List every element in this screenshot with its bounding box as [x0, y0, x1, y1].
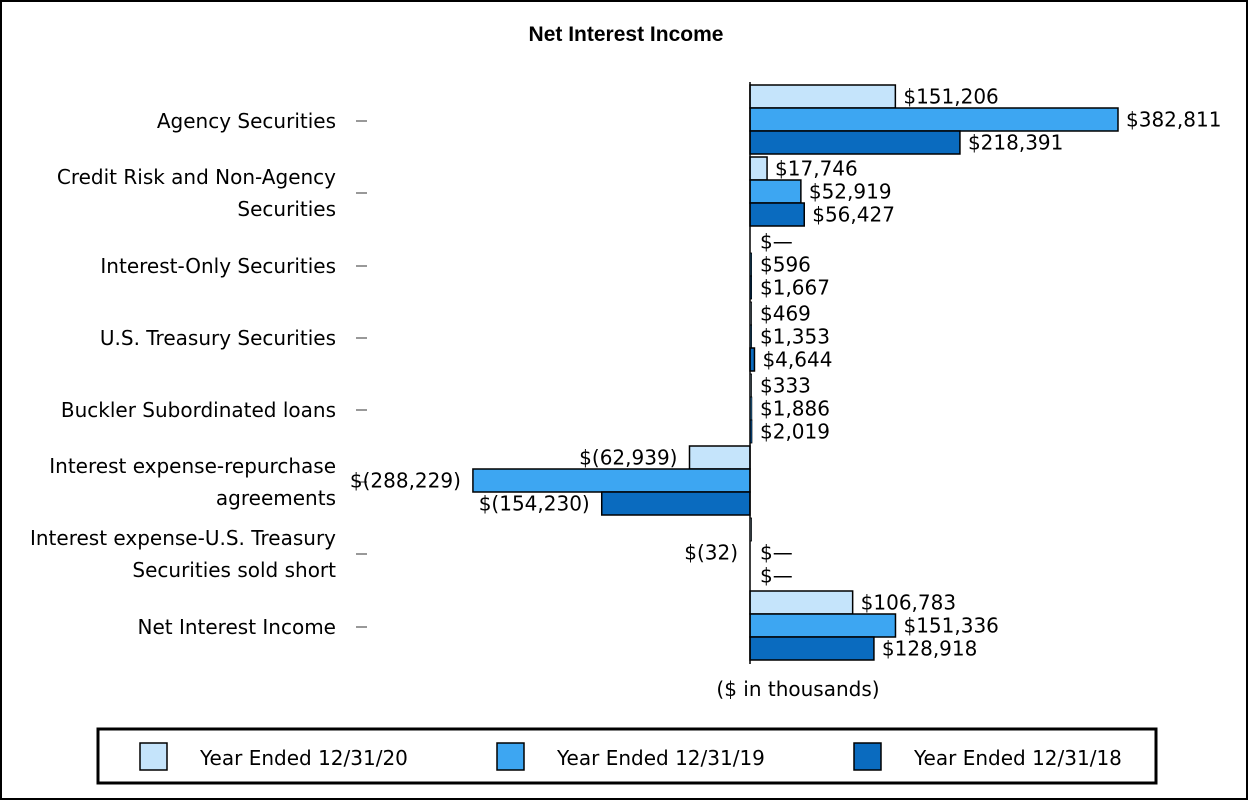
data-label: $52,919 — [809, 180, 892, 204]
data-label: $— — [760, 230, 793, 254]
bar — [749, 84, 897, 109]
legend-swatch — [139, 742, 168, 771]
bar — [749, 202, 805, 227]
bar — [749, 179, 802, 204]
category-label-line: Securities sold short — [132, 558, 336, 582]
bar — [749, 613, 897, 638]
category-label: Net Interest Income — [138, 615, 337, 639]
value-labels: $151,206 $17,746 $— $469 $333 $(62,939) $(32) $… — [350, 85, 1222, 661]
data-label: $— — [760, 564, 793, 588]
data-label: $218,391 — [968, 131, 1063, 155]
data-label: $— — [760, 541, 793, 565]
legend: Year Ended 12/31/20 Year Ended 12/31/19 Ye… — [96, 727, 1158, 785]
bar — [749, 130, 961, 155]
category-label: Interest expense-repurchase agreements — [49, 454, 336, 510]
category-label-line: Net Interest Income — [138, 615, 337, 639]
legend-swatch — [853, 742, 882, 771]
data-label: $596 — [760, 253, 811, 277]
data-label: $4,644 — [762, 348, 832, 372]
data-label: $106,783 — [861, 591, 956, 615]
chart-title: Net Interest Income — [529, 23, 724, 46]
bar — [749, 156, 768, 181]
category-label-line: Agency Securities — [157, 109, 336, 133]
category-label-line: Interest-Only Securities — [100, 254, 336, 278]
bar — [472, 468, 751, 493]
data-label: $382,811 — [1126, 108, 1221, 132]
data-label: $1,886 — [760, 397, 830, 421]
legend-label: Year Ended 12/31/18 — [913, 746, 1122, 770]
category-label-line: Interest expense-repurchase — [49, 454, 336, 478]
data-label: $1,353 — [760, 325, 830, 349]
category-label-line: U.S. Treasury Securities — [100, 326, 336, 350]
category-label-line: agreements — [216, 486, 336, 510]
legend-label: Year Ended 12/31/19 — [556, 746, 765, 770]
legend-label: Year Ended 12/31/20 — [199, 746, 408, 770]
category-label-line: Buckler Subordinated loans — [61, 398, 336, 422]
category-label-line: Securities — [237, 197, 336, 221]
legend-item: Year Ended 12/31/19 — [496, 742, 765, 771]
category-labels: Agency Securities Credit Risk and Non-Age… — [30, 109, 367, 639]
data-label: $(288,229) — [350, 469, 461, 493]
data-label: $2,019 — [760, 420, 830, 444]
x-axis-label: ($ in thousands) — [716, 677, 879, 701]
data-label: $151,206 — [903, 85, 998, 109]
data-label: $56,427 — [812, 203, 895, 227]
bar — [749, 590, 854, 615]
category-label: Buckler Subordinated loans — [61, 398, 336, 422]
category-label: Interest-Only Securities — [100, 254, 336, 278]
legend-item: Year Ended 12/31/20 — [139, 742, 408, 771]
data-label: $333 — [760, 374, 811, 398]
data-label: $(32) — [684, 541, 738, 565]
legend-item: Year Ended 12/31/18 — [853, 742, 1122, 771]
bar — [749, 107, 1119, 132]
bars — [472, 84, 1119, 661]
data-label: $128,918 — [882, 637, 977, 661]
category-label: Credit Risk and Non-Agency Securities — [57, 165, 336, 221]
data-label: $(154,230) — [479, 492, 590, 516]
category-label: Interest expense-U.S. Treasury Securities… — [30, 526, 336, 582]
legend-box — [96, 727, 1158, 785]
category-label-line: Interest expense-U.S. Treasury — [30, 526, 336, 550]
bar — [688, 445, 751, 470]
bar — [749, 636, 875, 661]
data-label: $1,667 — [760, 276, 830, 300]
data-label: $(62,939) — [579, 446, 677, 470]
data-label: $17,746 — [775, 157, 858, 181]
data-label: $469 — [760, 302, 811, 326]
bar — [600, 491, 751, 516]
category-label: U.S. Treasury Securities — [100, 326, 336, 350]
legend-swatch — [496, 742, 525, 771]
category-label: Agency Securities — [157, 109, 336, 133]
data-label: $151,336 — [903, 614, 998, 638]
category-label-line: Credit Risk and Non-Agency — [57, 165, 336, 189]
